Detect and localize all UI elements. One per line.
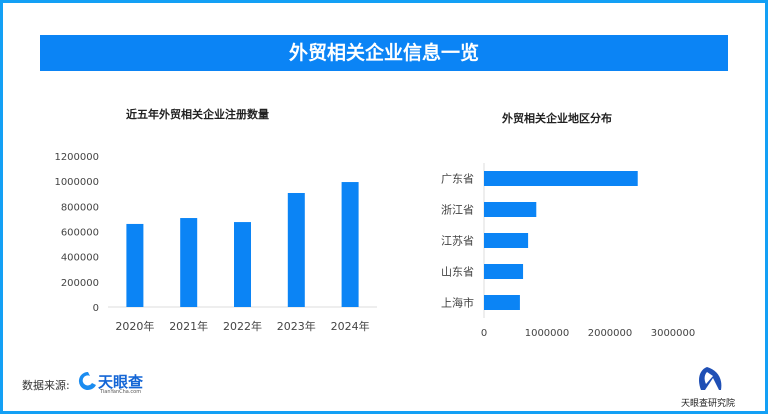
bar-浙江省 [484,202,537,217]
x-tick-label: 2020年 [115,319,154,333]
y-tick-label: 1200000 [54,152,99,163]
bar-山东省 [484,264,524,279]
y-tick-label: 600000 [61,228,99,239]
logo-subtext: TianYanCha.com [100,389,142,395]
bar-江苏省 [484,233,529,248]
x-tick-label: 2023年 [277,319,316,333]
right-chart-title: 外贸相关企业地区分布 [502,112,612,125]
y-tick-label: 200000 [61,278,99,289]
x-tick-label: 2022年 [223,319,262,333]
y-tick-label: 0 [93,303,99,314]
bar-2021年 [180,218,198,307]
bar-2022年 [234,222,251,307]
logo-text: 天眼查 [98,372,144,391]
bar-2020年 [126,223,144,307]
y-tick-label: 800000 [61,202,99,213]
x-tick-label: 3000000 [651,328,696,339]
institute-logo: 天眼查研究院 [678,366,738,409]
bar-2024年 [341,182,359,307]
y-tick-label: 1000000 [54,177,99,188]
x-tick-label: 2021年 [169,319,208,333]
y-tick-label: 广东省 [441,173,474,186]
y-tick-label: 上海市 [441,296,474,310]
x-tick-label: 2000000 [588,328,633,339]
left-chart-title: 近五年外贸相关企业注册数量 [126,108,269,121]
bar-2023年 [287,192,305,307]
tianyancha-logo: 天眼查 TianYanCha.com [78,370,144,395]
y-tick-label: 山东省 [441,266,474,279]
page-title: 外贸相关企业信息一览 [40,35,728,71]
y-tick-label: 浙江省 [441,204,474,217]
x-tick-label: 0 [481,328,487,339]
y-tick-label: 江苏省 [441,235,474,248]
source-label: 数据来源: [22,379,70,392]
bar-上海市 [484,295,520,310]
institute-logo-icon [699,367,722,390]
x-tick-label: 1000000 [525,328,570,339]
institute-name: 天眼查研究院 [680,399,735,409]
bar-广东省 [484,171,638,186]
x-tick-label: 2024年 [331,319,370,333]
tianyancha-logo-icon [78,371,96,390]
y-tick-label: 400000 [61,253,99,264]
